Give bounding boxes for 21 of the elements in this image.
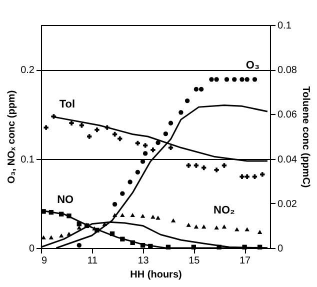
y2-tick-label: 0.04 (278, 154, 298, 166)
x-axis-title: HH (hours) (130, 270, 182, 280)
x-tick-label: 13 (138, 256, 150, 266)
y2-axis-title: Toluene conc (ppmC) (300, 86, 311, 188)
y2-tick-label: 0.06 (278, 110, 298, 121)
series-label: NO (57, 194, 74, 206)
series-label: NO₂ (214, 204, 236, 217)
y-axis-title: O₃, NOₓ conc (ppm) (6, 90, 18, 184)
y-tick-label: 0.1 (20, 154, 35, 166)
y-tick-label: 0.2 (20, 65, 35, 76)
y2-tick-label: 0 (278, 244, 284, 254)
y-tick-label: 0 (28, 244, 35, 254)
x-tick-label: 11 (87, 256, 98, 266)
x-tick-label: 17 (239, 256, 252, 266)
series-label: Tol (59, 98, 76, 110)
y2-tick-label: 0.1 (278, 20, 292, 32)
y2-tick-label: 0.08 (278, 65, 298, 76)
y2-tick-label: 0.02 (278, 198, 298, 210)
series-label: O₃ (246, 59, 260, 72)
x-tick-label: 15 (188, 256, 200, 266)
x-tick-label: 9 (42, 256, 48, 266)
